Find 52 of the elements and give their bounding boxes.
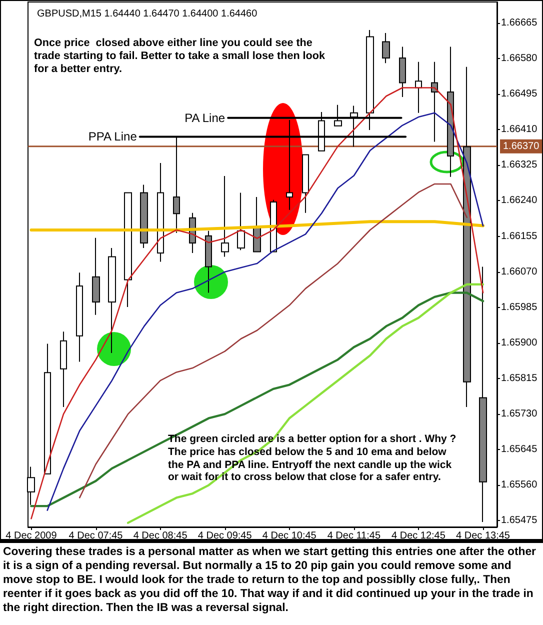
y-tick-label: 1.65475 — [501, 515, 538, 526]
candlestick — [253, 196, 261, 252]
y-tick-label: 1.65560 — [501, 480, 538, 491]
x-tick-label: 4 Dec 10:45 — [262, 530, 317, 542]
x-tick-label: 4 Dec 08:45 — [133, 530, 188, 542]
candlestick — [44, 343, 51, 474]
y-tick-label: 1.65985 — [501, 302, 538, 313]
candlestick — [463, 66, 471, 408]
candlestick — [479, 266, 487, 522]
line-series — [78, 183, 468, 498]
line-series — [30, 292, 484, 508]
y-tick-label: 1.66410 — [501, 124, 538, 136]
candlestick — [60, 331, 67, 408]
x-tick-label: 4 Dec 07:45 — [68, 530, 124, 542]
candlestick — [221, 176, 229, 258]
x-tick-label: 4 Dec 13:45 — [456, 530, 510, 542]
candlestick — [399, 46, 406, 98]
y-tick-label: 1.66155 — [501, 230, 538, 242]
y-tick-label: 1.66665 — [501, 17, 538, 28]
annotation: Once price closed above either line you could see the trade starting to fail. Better to take a small lose then look for a better entry. — [34, 37, 326, 77]
y-tick-label: 1.66070 — [501, 266, 538, 278]
candlestick — [415, 61, 422, 114]
y-tick-label: 1.66580 — [501, 52, 538, 64]
x-tick-label: 4 Dec 11:45 — [327, 530, 381, 542]
x-tick-label: 4 Dec 12:45 — [392, 530, 446, 542]
y-tick-label: 1.65645 — [501, 444, 538, 456]
line-series — [126, 283, 484, 524]
x-tick-label: 4 Dec 09:45 — [198, 530, 252, 542]
candlestick — [140, 184, 148, 248]
candlestick — [431, 61, 438, 142]
ref-line-label: 1.66370 — [503, 140, 540, 152]
candlestick — [157, 162, 164, 262]
candlestick — [237, 192, 245, 251]
x-tick-label: 4 Dec 2009 — [6, 530, 58, 542]
series-label: PA Line — [184, 110, 226, 125]
y-tick-label: 1.65730 — [501, 408, 538, 420]
y-tick-label: 1.66495 — [501, 88, 538, 100]
candlestick — [302, 154, 309, 214]
y-tick-label: 1.66325 — [501, 160, 538, 171]
y-tick-label: 1.65900 — [501, 337, 538, 348]
candlestick — [76, 272, 83, 362]
text: Covering these trades is a personal matter as when we start getting this entries one after the other it is a sign of a pending reversal. But normally a 15 to 20 pip gain you could remove some and move stop to BE. I would look for the trade to return to the top and possiblly close fully,. Then reenter if it goes back as you did off the 10. That way if and it did continued up your in the trade in the right direction. Then the IB was a reversal signal. — [3, 546, 537, 616]
series-label: PPA Line — [88, 130, 138, 144]
candlestick — [382, 32, 390, 64]
candlestick — [108, 247, 116, 354]
candlestick — [447, 46, 454, 178]
candlestick — [205, 230, 212, 294]
text: GBPUSD,M15 1.64440 1.64470 1.64400 1.64460 — [37, 8, 258, 20]
y-tick-label: 1.66240 — [501, 195, 538, 206]
y-tick-label: 1.65815 — [501, 372, 538, 384]
candlestick — [124, 192, 132, 308]
candlestick — [92, 237, 100, 316]
